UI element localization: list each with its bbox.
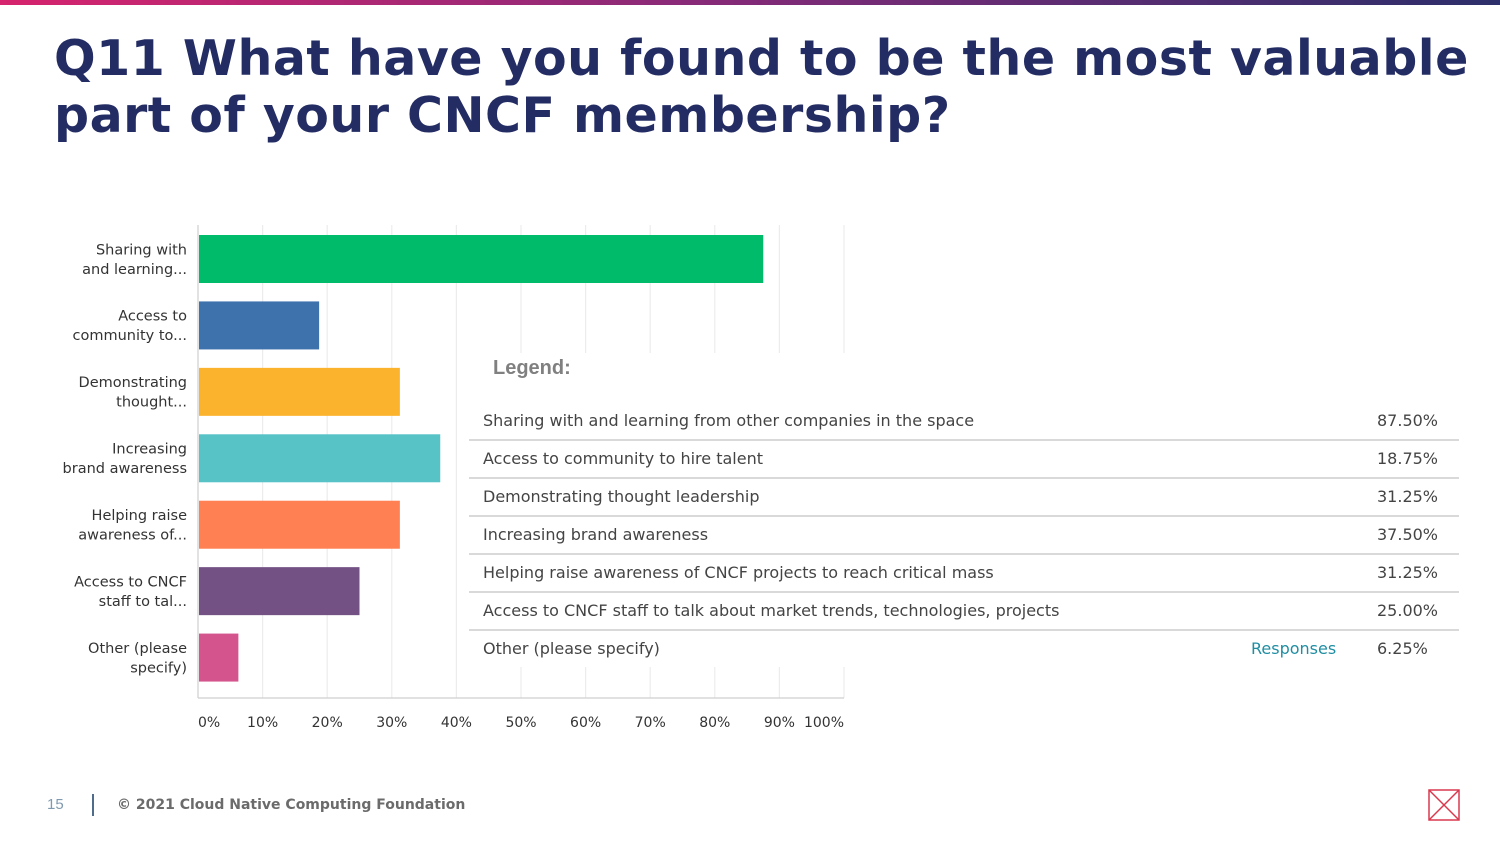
legend-row-value: 37.50% bbox=[1377, 525, 1439, 544]
x-tick-label: 80% bbox=[699, 715, 730, 731]
category-label: thought... bbox=[116, 395, 187, 411]
bar bbox=[199, 301, 320, 350]
legend-row: Helping raise awareness of CNCF projects… bbox=[469, 553, 1459, 591]
bar bbox=[199, 633, 239, 682]
category-label: Helping raise bbox=[92, 508, 188, 524]
category-label: community to... bbox=[72, 328, 187, 344]
legend-row-value: 31.25% bbox=[1377, 563, 1439, 582]
category-label: brand awareness bbox=[63, 461, 187, 477]
category-label: Other (please bbox=[88, 641, 187, 657]
chart-x-tick-labels: 0% 10% 20% 30% 40% 50% 60% 70% 80% 90% 100% bbox=[198, 715, 844, 731]
bar bbox=[199, 367, 400, 416]
x-tick-label: 50% bbox=[505, 715, 536, 731]
legend-row-label: Access to CNCF staff to talk about marke… bbox=[483, 601, 1060, 620]
category-label: Sharing with bbox=[96, 242, 187, 258]
x-tick-label: 100% bbox=[804, 715, 844, 731]
category-label: specify) bbox=[130, 660, 187, 676]
legend-row-value: 18.75% bbox=[1377, 449, 1439, 468]
legend-row: Access to community to hire talent 18.75… bbox=[469, 439, 1459, 477]
x-tick-label: 20% bbox=[312, 715, 343, 731]
page-number: 15 bbox=[47, 796, 64, 813]
x-tick-label: 40% bbox=[441, 715, 472, 731]
legend-row: Increasing brand awareness 37.50% bbox=[469, 515, 1459, 553]
legend-row-label: Increasing brand awareness bbox=[483, 525, 709, 544]
footer-copyright: © 2021 Cloud Native Computing Foundation bbox=[117, 797, 466, 813]
category-label: awareness of... bbox=[78, 527, 187, 543]
bar bbox=[199, 567, 360, 616]
legend-row-label: Helping raise awareness of CNCF projects… bbox=[483, 563, 994, 582]
x-tick-label: 70% bbox=[635, 715, 666, 731]
category-label: staff to tal... bbox=[99, 594, 187, 610]
legend-row-value: 87.50% bbox=[1377, 411, 1439, 430]
responses-link[interactable]: Responses bbox=[1251, 639, 1337, 658]
x-tick-label: 10% bbox=[247, 715, 278, 731]
legend-heading: Legend: bbox=[493, 357, 571, 379]
legend-row-value: 6.25% bbox=[1377, 639, 1428, 658]
legend-rows: Sharing with and learning from other com… bbox=[469, 403, 1459, 667]
category-label: Demonstrating bbox=[79, 375, 187, 391]
chart-bars bbox=[199, 235, 764, 682]
x-tick-label: 90% bbox=[764, 715, 795, 731]
legend-row-label: Other (please specify) bbox=[483, 639, 660, 658]
legend-row: Sharing with and learning from other com… bbox=[469, 403, 1459, 439]
bar bbox=[199, 500, 400, 549]
legend-row-label: Access to community to hire talent bbox=[483, 449, 763, 468]
legend-row-value: 25.00% bbox=[1377, 601, 1439, 620]
x-tick-label: 30% bbox=[376, 715, 407, 731]
legend-row-label: Sharing with and learning from other com… bbox=[483, 411, 975, 430]
bar bbox=[199, 235, 764, 283]
slide-title: Q11 What have you found to be the most v… bbox=[54, 30, 1469, 144]
legend-row-value: 31.25% bbox=[1377, 487, 1439, 506]
chart-category-labels: Sharing with and learning... Access to comm… bbox=[63, 242, 188, 676]
category-label: Access to bbox=[118, 309, 187, 325]
x-tick-label: 60% bbox=[570, 715, 601, 731]
legend-row: Other (please specify) Responses 6.25% bbox=[469, 629, 1459, 667]
top-accent-stripe bbox=[0, 0, 1500, 5]
footer-divider bbox=[92, 794, 94, 816]
x-tick-label: 0% bbox=[198, 715, 220, 731]
category-label: Increasing bbox=[112, 442, 187, 458]
cncf-x-logo-icon bbox=[1428, 789, 1460, 821]
legend-row: Demonstrating thought leadership 31.25% bbox=[469, 477, 1459, 515]
legend-row-label: Demonstrating thought leadership bbox=[483, 487, 760, 506]
bar bbox=[199, 434, 441, 483]
legend-row: Access to CNCF staff to talk about marke… bbox=[469, 591, 1459, 629]
chart-legend: Legend: Sharing with and learning from o… bbox=[469, 353, 1459, 667]
category-label: Access to CNCF bbox=[74, 574, 187, 590]
category-label: and learning... bbox=[82, 262, 187, 278]
